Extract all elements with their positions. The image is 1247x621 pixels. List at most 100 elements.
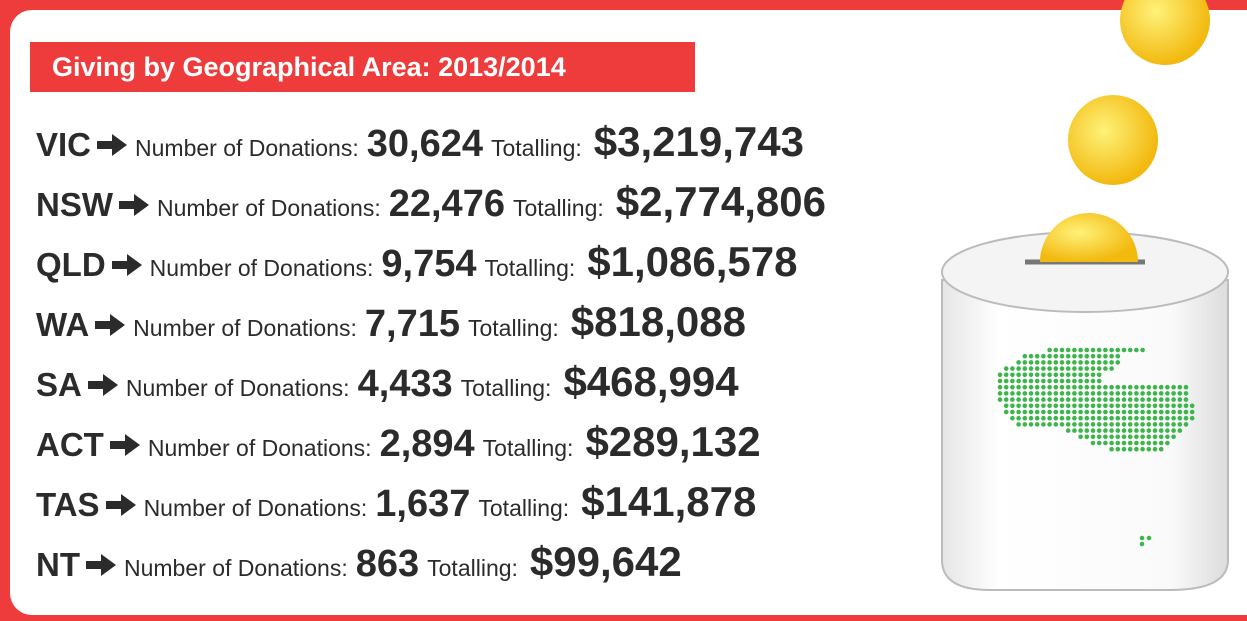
map-dot [1121, 409, 1127, 415]
count: 9,754 [381, 243, 477, 285]
arrow [95, 314, 126, 336]
map-dot [1096, 422, 1102, 427]
map-dot [1034, 360, 1040, 365]
map-dot [1121, 428, 1127, 433]
map-dot [1022, 378, 1028, 384]
map-dot [1053, 347, 1059, 353]
map-dot [1065, 428, 1071, 433]
map-dot [1127, 440, 1133, 446]
map-dot [1034, 378, 1040, 384]
map-dot [1065, 378, 1071, 384]
map-dot [1115, 428, 1121, 433]
map-dot [1177, 391, 1183, 396]
map-dot [1183, 391, 1189, 396]
map-dot [1028, 397, 1034, 402]
map-dot [1084, 366, 1090, 371]
map-dot [1065, 384, 1071, 390]
map-dot [1140, 422, 1145, 427]
map-dot [1146, 434, 1152, 440]
map-dot [1115, 440, 1121, 446]
map-dot [1084, 434, 1090, 440]
map-dot [1090, 347, 1096, 353]
map-dot [1109, 391, 1114, 396]
map-dot [1090, 440, 1096, 446]
map-dot [1103, 347, 1108, 353]
map-dot [1103, 391, 1108, 396]
map-dot [1090, 372, 1096, 378]
arrow [86, 554, 116, 576]
map-dot [1109, 353, 1114, 359]
coin [1120, 0, 1210, 65]
map-dot [1084, 372, 1090, 378]
map-dot [1028, 409, 1034, 415]
map-dot [1096, 397, 1102, 402]
map-dot [1146, 535, 1152, 541]
map-dot [1065, 391, 1071, 396]
map-dot [1171, 422, 1176, 427]
map-dot [1096, 372, 1102, 378]
state: VIC [36, 126, 92, 163]
map-dot [1146, 384, 1152, 390]
map-dot [1010, 397, 1015, 402]
count: 4,433 [357, 363, 453, 405]
map-dot [1103, 409, 1108, 415]
map-dot [1090, 366, 1096, 371]
map-dot [1183, 397, 1189, 402]
map-dot [1134, 391, 1139, 396]
map-dot [1003, 403, 1009, 409]
map-dot [1010, 403, 1015, 409]
total: $1,086,578 [587, 238, 798, 285]
map-dot [1022, 353, 1028, 359]
map-dot [1127, 391, 1133, 396]
map-dot [1127, 428, 1133, 433]
map-dot [1065, 397, 1071, 402]
map-dot [1152, 440, 1158, 446]
map-dot [1146, 409, 1152, 415]
map-dot [1177, 415, 1183, 421]
map-dot [1096, 347, 1102, 353]
title: Giving by Geographical Area: 2013/2014 [30, 42, 695, 92]
map-dot [1072, 347, 1077, 353]
map-dot [1028, 366, 1034, 371]
map-dot [1090, 353, 1096, 359]
map-dot [1165, 384, 1170, 390]
map-dot [1109, 347, 1114, 353]
map-dot [1109, 434, 1114, 440]
map-dot [1010, 372, 1015, 378]
map-dot [1078, 403, 1083, 409]
total: $99,642 [529, 538, 682, 585]
map-dot [1059, 384, 1065, 390]
map-dot [1041, 403, 1046, 409]
state: ACT [36, 426, 104, 463]
map-dot [1146, 397, 1152, 402]
row: ACT Number of Donations: 2,894 Totalling: $2… [36, 418, 826, 478]
map-dot [1165, 415, 1170, 421]
map-dot [1103, 366, 1108, 371]
map-dot [1158, 403, 1164, 409]
map-dot [1078, 366, 1083, 371]
map-dot [1152, 403, 1158, 409]
total-label: Totalling: [484, 255, 576, 281]
total: $3,219,743 [593, 118, 804, 165]
row: WA Number of Donations: 7,715 Totalling: $81… [36, 298, 826, 358]
map-dot [1078, 422, 1083, 427]
map-dot [1047, 372, 1052, 378]
map-dot [1152, 415, 1158, 421]
map-dot [1072, 415, 1077, 421]
map-dot [1053, 403, 1059, 409]
row: SA Number of Donations: 4,433 Totalling: $46… [36, 358, 826, 418]
map-dot [1139, 541, 1145, 547]
map-dot [1171, 434, 1176, 440]
map-dot [1121, 446, 1127, 452]
map-dot [1078, 360, 1083, 365]
map-dot [1103, 428, 1108, 433]
map-dot [1016, 360, 1021, 365]
map-dot [1022, 409, 1028, 415]
map-dot [1016, 409, 1021, 415]
total-label: Totalling: [468, 315, 559, 341]
row: NT Number of Donations: 863 Totalling: $99,6… [36, 538, 826, 598]
row: TAS Number of Donations: 1,637 Totalling: $1… [36, 478, 826, 538]
map-dot [1134, 440, 1139, 446]
map-dot [1090, 397, 1096, 402]
map-dot [1028, 422, 1034, 427]
